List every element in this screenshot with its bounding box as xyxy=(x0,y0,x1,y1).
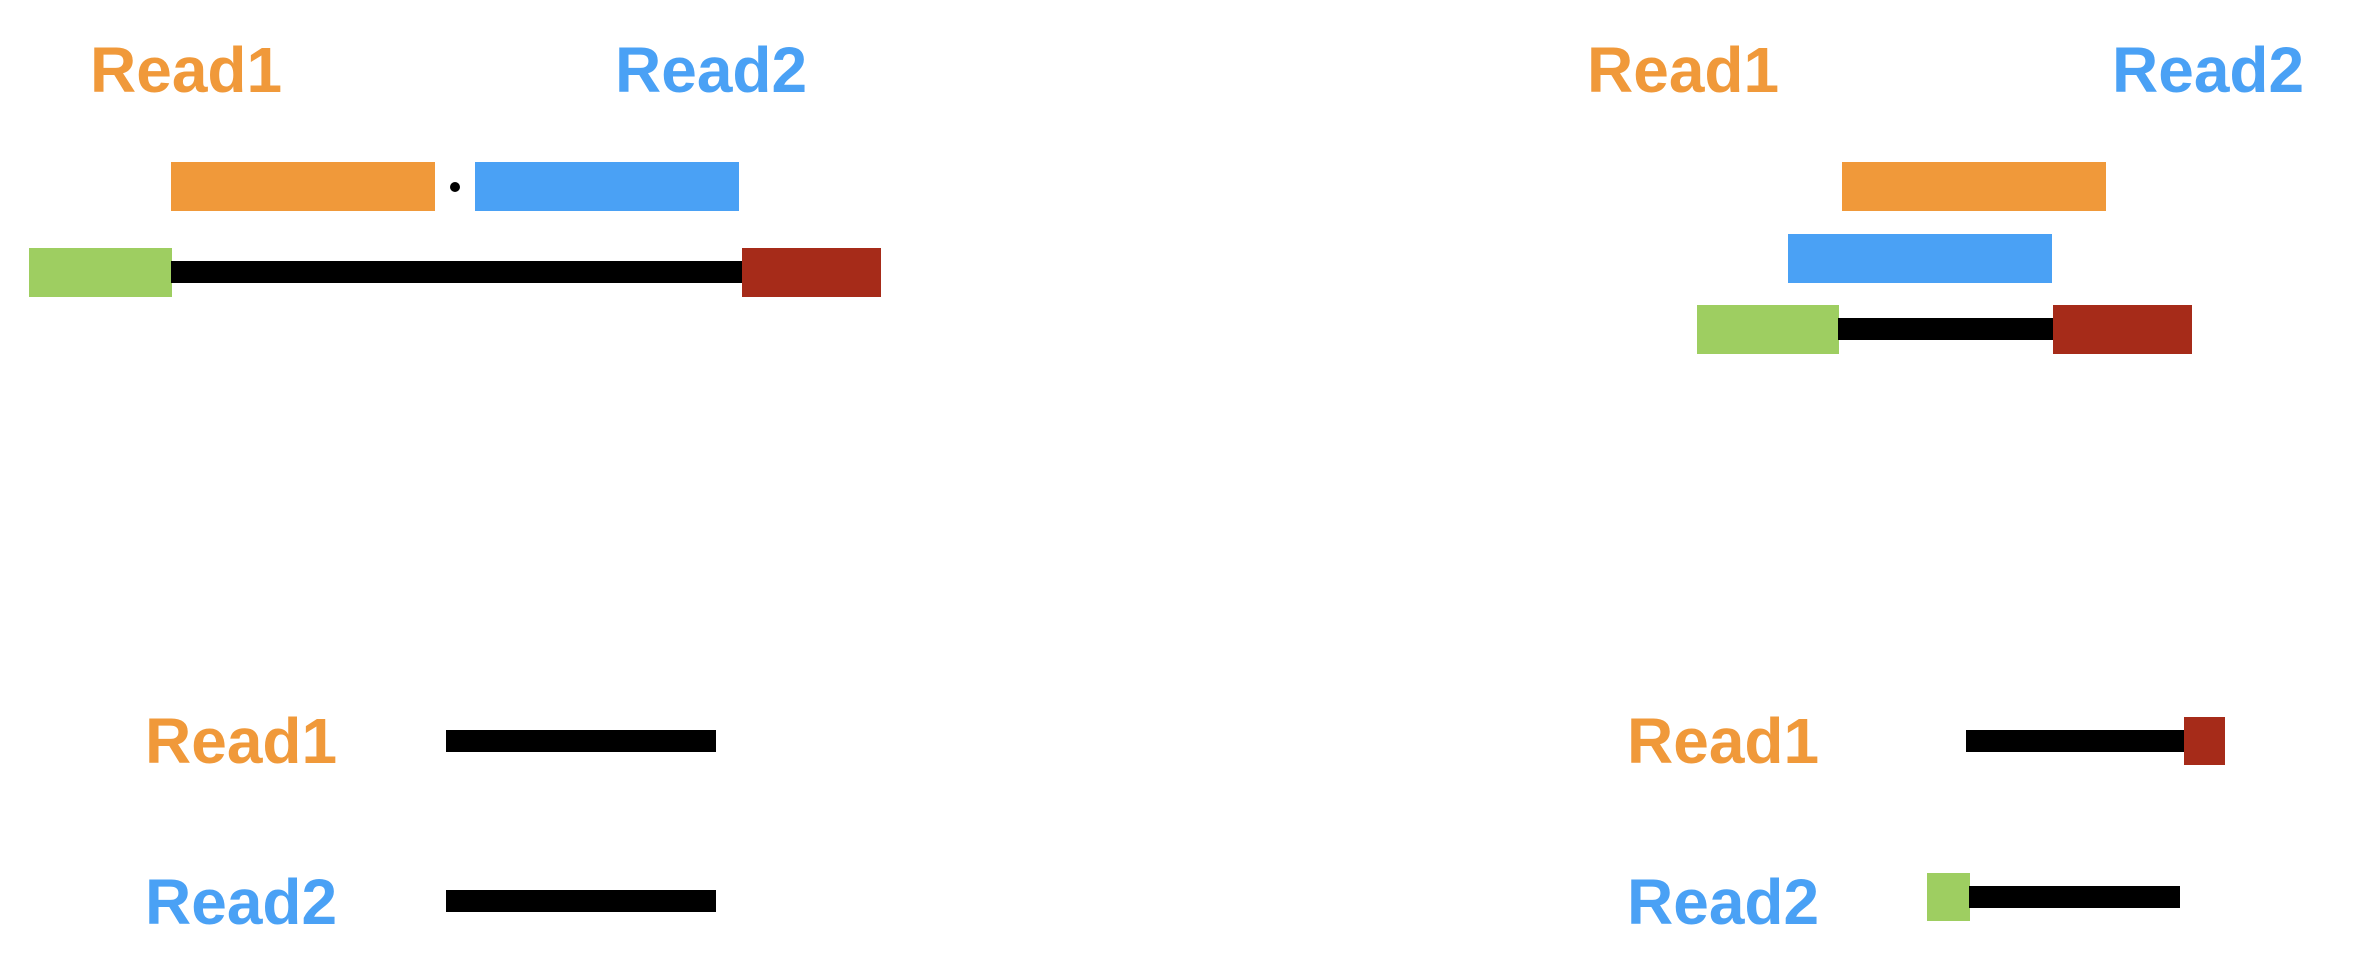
read1-bar xyxy=(171,162,435,211)
read1-bar xyxy=(1842,162,2106,211)
read2-bar xyxy=(475,162,739,211)
insert-line xyxy=(1838,318,2055,340)
read2-bar xyxy=(1788,234,2052,283)
read2-label: Read2 xyxy=(1627,866,1820,938)
right-adapter-block xyxy=(742,248,881,297)
insert-line xyxy=(171,261,743,283)
read1-sequence-line xyxy=(446,730,716,752)
right-adapter-block xyxy=(2053,305,2192,354)
left-adapter-block xyxy=(1697,305,1839,354)
read2-label: Read2 xyxy=(2112,34,2305,106)
read2-sequence-line xyxy=(1969,886,2180,908)
read1-label: Read1 xyxy=(90,34,283,106)
read2-adapter-block xyxy=(1927,873,1970,921)
gap-dot xyxy=(450,182,460,192)
read1-label: Read1 xyxy=(1587,34,1780,106)
read2-label: Read2 xyxy=(145,866,338,938)
read1-sequence-line xyxy=(1966,730,2186,752)
read2-sequence-line xyxy=(446,890,716,912)
left-adapter-block xyxy=(29,248,172,297)
read1-adapter-block xyxy=(2184,717,2225,765)
read1-label: Read1 xyxy=(1627,705,1820,777)
read1-label: Read1 xyxy=(145,705,338,777)
read2-label: Read2 xyxy=(615,34,808,106)
